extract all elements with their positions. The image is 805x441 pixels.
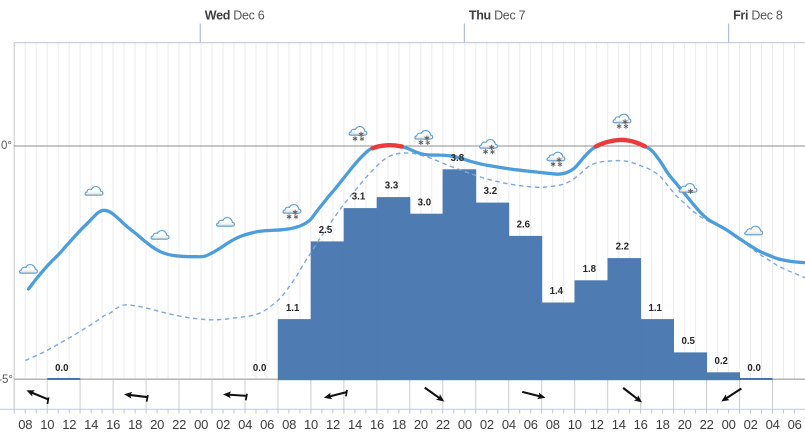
svg-text:00: 00 [722,417,736,432]
svg-text:02: 02 [480,417,494,432]
svg-text:02: 02 [744,417,758,432]
svg-text:08: 08 [18,417,32,432]
svg-text:06: 06 [788,417,802,432]
svg-text:0.0: 0.0 [253,363,266,374]
svg-text:14: 14 [612,417,626,432]
svg-text:10: 10 [568,417,582,432]
svg-text:06: 06 [524,417,538,432]
svg-text:04: 04 [766,417,780,432]
svg-text:1.8: 1.8 [583,264,597,275]
svg-text:20: 20 [414,417,428,432]
svg-text:2.6: 2.6 [517,220,531,231]
svg-text:18: 18 [128,417,142,432]
svg-text:Wed Dec 6: Wed Dec 6 [205,9,265,23]
svg-text:12: 12 [326,417,340,432]
svg-text:10: 10 [40,417,54,432]
svg-text:3.0: 3.0 [418,197,431,208]
svg-text:3.8: 3.8 [451,153,465,164]
svg-text:04: 04 [502,417,516,432]
svg-text:06: 06 [260,417,274,432]
svg-text:0.0: 0.0 [747,363,760,374]
svg-text:14: 14 [84,417,98,432]
svg-text:18: 18 [656,417,670,432]
svg-text:16: 16 [106,417,120,432]
svg-text:22: 22 [436,417,450,432]
svg-text:02: 02 [216,417,230,432]
svg-text:2.2: 2.2 [616,242,629,253]
svg-text:1.1: 1.1 [648,303,662,314]
svg-text:20: 20 [150,417,164,432]
svg-text:2.5: 2.5 [319,225,333,236]
svg-text:08: 08 [546,417,560,432]
svg-text:3.2: 3.2 [484,186,497,197]
svg-text:10: 10 [304,417,318,432]
svg-text:22: 22 [700,417,714,432]
svg-text:3.1: 3.1 [352,192,366,203]
svg-text:0.5: 0.5 [681,336,695,347]
svg-text:04: 04 [238,417,252,432]
svg-text:16: 16 [370,417,384,432]
svg-text:16: 16 [634,417,648,432]
svg-text:0°: 0° [1,140,12,152]
svg-text:20: 20 [678,417,692,432]
svg-text:08: 08 [282,417,296,432]
svg-text:18: 18 [392,417,406,432]
svg-text:1.1: 1.1 [286,303,300,314]
svg-text:Thu Dec 7: Thu Dec 7 [469,9,526,23]
svg-text:-5°: -5° [0,374,13,386]
svg-text:00: 00 [458,417,472,432]
svg-text:3.3: 3.3 [385,181,399,192]
svg-text:12: 12 [62,417,76,432]
svg-text:12: 12 [590,417,604,432]
svg-text:22: 22 [172,417,186,432]
svg-text:1.4: 1.4 [550,286,564,297]
svg-text:0.0: 0.0 [55,363,68,374]
svg-text:Fri Dec 8: Fri Dec 8 [733,9,783,23]
svg-text:14: 14 [348,417,362,432]
svg-text:00: 00 [194,417,208,432]
svg-text:0.2: 0.2 [714,356,727,367]
